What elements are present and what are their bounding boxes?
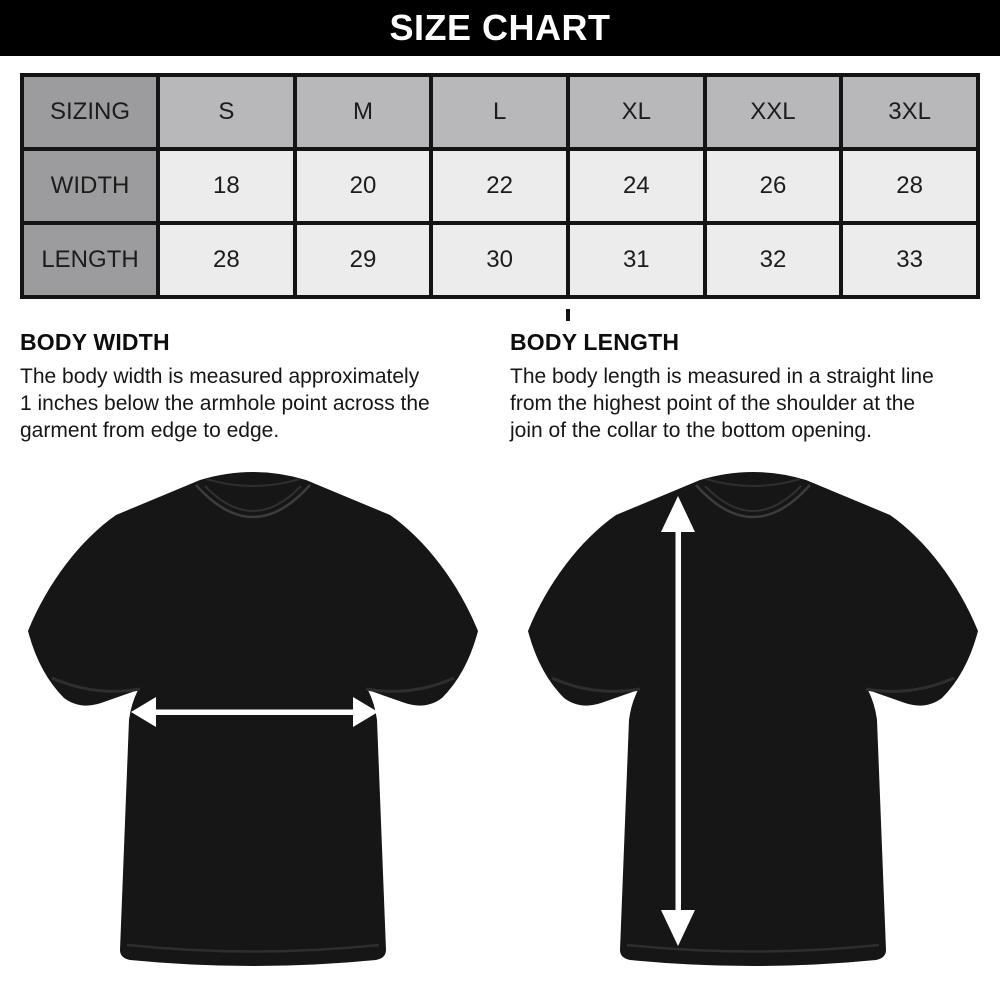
tshirt-front-silhouette bbox=[28, 472, 478, 966]
tshirt-front-silhouette bbox=[528, 472, 978, 966]
width-value-m: 20 bbox=[292, 147, 434, 225]
width-value-l: 22 bbox=[429, 147, 570, 225]
width-arrow-left-head bbox=[131, 697, 156, 727]
length-arrow-shaft bbox=[675, 528, 681, 915]
width-value-xl: 24 bbox=[565, 147, 707, 225]
length-row-label: LENGTH bbox=[20, 221, 160, 299]
collar-outer-rim bbox=[695, 484, 811, 519]
left-sleeve-cuff-seam bbox=[51, 676, 141, 693]
length-row: LENGTH 28 29 30 31 32 33 bbox=[20, 221, 980, 299]
bottom-hem-seam bbox=[126, 943, 380, 953]
length-shirt-illustration bbox=[528, 472, 978, 966]
width-row: WIDTH 18 20 22 24 26 28 bbox=[20, 147, 980, 225]
size-table-section: SIZING S M L XL XXL 3XL WIDTH 18 20 22 2… bbox=[20, 73, 980, 321]
body-length-heading: BODY LENGTH bbox=[510, 329, 680, 355]
length-value-3xl: 33 bbox=[839, 221, 980, 299]
body-width-text: The body width is measured approximately… bbox=[20, 365, 430, 442]
col-header-3xl: 3XL bbox=[839, 73, 980, 151]
width-arrow-right-head bbox=[353, 697, 378, 727]
bottom-hem-seam bbox=[626, 943, 880, 953]
collar-back-seam bbox=[705, 478, 801, 487]
length-value-xl: 31 bbox=[565, 221, 707, 299]
length-arrow-icon bbox=[661, 496, 695, 946]
size-table: SIZING S M L XL XXL 3XL WIDTH 18 20 22 2… bbox=[20, 73, 980, 299]
col-header-l: L bbox=[429, 73, 570, 151]
tshirt-body bbox=[528, 472, 978, 966]
length-arrow-bottom-head bbox=[661, 910, 695, 946]
col-header-s: S bbox=[156, 73, 297, 151]
right-sleeve-cuff-seam bbox=[865, 676, 955, 693]
body-length-text: The body length is measured in a straigh… bbox=[510, 365, 934, 442]
body-length-description: BODY LENGTH The body length is measured … bbox=[510, 329, 980, 444]
page-title: SIZE CHART bbox=[389, 7, 611, 48]
width-arrow-shaft bbox=[151, 709, 358, 715]
length-value-l: 30 bbox=[429, 221, 570, 299]
table-border-artifact bbox=[566, 309, 570, 321]
collar-outer-rim bbox=[195, 484, 311, 519]
measurement-descriptions: BODY WIDTH The body width is measured ap… bbox=[20, 329, 980, 444]
col-header-m: M bbox=[292, 73, 434, 151]
length-value-s: 28 bbox=[156, 221, 297, 299]
col-header-xxl: XXL bbox=[702, 73, 844, 151]
length-value-xxl: 32 bbox=[702, 221, 844, 299]
shirt-illustrations bbox=[0, 452, 1000, 982]
collar-inner-rim bbox=[704, 485, 802, 512]
length-arrow-top-head bbox=[661, 496, 695, 532]
width-value-3xl: 28 bbox=[839, 147, 980, 225]
width-shirt-illustration bbox=[28, 472, 478, 966]
width-value-s: 18 bbox=[156, 147, 297, 225]
width-row-label: WIDTH bbox=[20, 147, 160, 225]
collar-inner-rim bbox=[204, 485, 302, 512]
col-header-xl: XL bbox=[565, 73, 707, 151]
tshirt-body bbox=[28, 472, 478, 966]
body-width-heading: BODY WIDTH bbox=[20, 329, 170, 355]
right-sleeve-cuff-seam bbox=[365, 676, 455, 693]
sizing-corner-cell: SIZING bbox=[20, 73, 160, 151]
width-value-xxl: 26 bbox=[702, 147, 844, 225]
body-width-description: BODY WIDTH The body width is measured ap… bbox=[20, 329, 490, 444]
collar-back-seam bbox=[205, 478, 301, 487]
table-header-row: SIZING S M L XL XXL 3XL bbox=[20, 73, 980, 151]
length-value-m: 29 bbox=[292, 221, 434, 299]
width-arrow-icon bbox=[131, 697, 378, 727]
title-bar: SIZE CHART bbox=[0, 0, 1000, 56]
left-sleeve-cuff-seam bbox=[551, 676, 641, 693]
